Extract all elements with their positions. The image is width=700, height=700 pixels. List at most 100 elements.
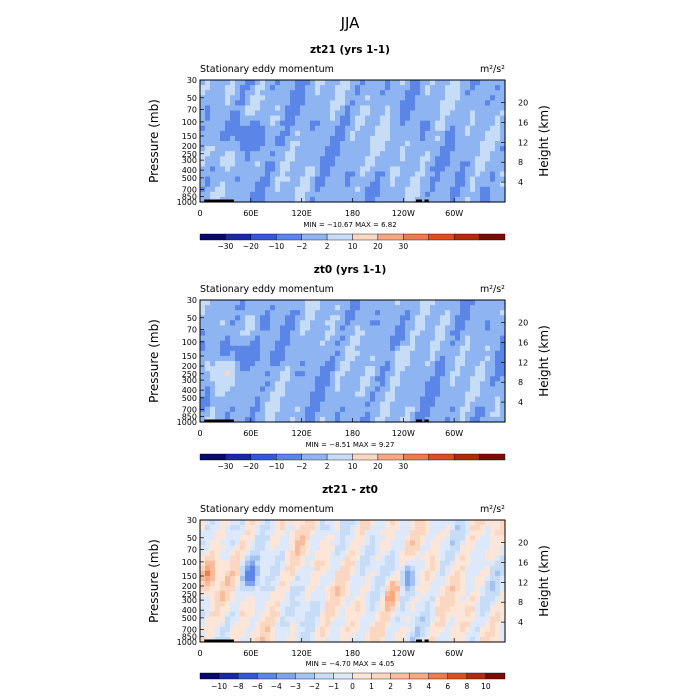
heatmap-cell xyxy=(415,330,421,337)
heatmap-cell xyxy=(225,591,231,597)
heatmap-cell xyxy=(255,520,261,526)
heatmap-cell xyxy=(220,411,226,418)
heatmap-cell xyxy=(350,555,356,562)
heatmap-cell xyxy=(330,141,336,147)
heatmap-cell xyxy=(385,371,391,377)
heatmap-cell xyxy=(395,361,401,367)
heatmap-cell xyxy=(335,355,341,362)
heatmap-cell xyxy=(305,110,311,117)
heatmap-cell xyxy=(350,550,356,557)
heatmap-cell xyxy=(350,581,356,587)
heatmap-cell xyxy=(205,616,211,623)
heatmap-cell xyxy=(395,335,401,342)
heatmap-cell xyxy=(340,95,346,101)
heatmap-cell xyxy=(340,611,346,618)
heatmap-cell xyxy=(335,300,341,306)
heatmap-cell xyxy=(425,401,431,408)
heatmap-cell xyxy=(200,616,206,623)
heatmap-cell xyxy=(335,315,341,321)
heatmap-cell xyxy=(460,616,466,623)
heatmap-cell xyxy=(235,391,241,398)
heatmap-cell xyxy=(270,315,276,321)
heatmap-cell xyxy=(270,135,276,142)
heatmap-cell xyxy=(405,320,411,327)
heatmap-cell xyxy=(450,530,456,536)
heatmap-cell xyxy=(445,90,451,96)
heatmap-cell xyxy=(410,596,416,602)
heatmap-cell xyxy=(395,591,401,597)
heatmap-cell xyxy=(350,525,356,531)
y2-axis-label: Height (km) xyxy=(537,105,551,176)
heatmap-cell xyxy=(320,591,326,597)
heatmap-cell xyxy=(275,90,281,96)
heatmap-cell xyxy=(305,601,311,608)
heatmap-cell xyxy=(310,176,316,183)
heatmap-cell xyxy=(345,550,351,557)
heatmap-cell xyxy=(230,401,236,408)
heatmap-cell xyxy=(415,181,421,188)
heatmap-cell xyxy=(260,100,266,107)
heatmap-cell xyxy=(385,125,391,132)
heatmap-cell xyxy=(275,611,281,618)
heatmap-cell xyxy=(230,171,236,178)
heatmap-cell xyxy=(220,105,226,112)
heatmap-cell xyxy=(275,560,281,567)
heatmap-cell xyxy=(350,545,356,552)
heatmap-cell xyxy=(225,565,231,572)
heatmap-cell xyxy=(305,335,311,342)
heatmap-cell xyxy=(385,376,391,382)
heatmap-cell xyxy=(405,396,411,403)
heatmap-cell xyxy=(345,530,351,536)
heatmap-cell xyxy=(360,591,366,597)
heatmap-cell xyxy=(350,85,356,91)
heatmap-cell xyxy=(375,371,381,377)
heatmap-cell xyxy=(480,191,486,198)
heatmap-cell xyxy=(470,611,476,618)
heatmap-cell xyxy=(420,320,426,327)
heatmap-cell xyxy=(340,560,346,567)
heatmap-cell xyxy=(295,325,301,332)
heatmap-cell xyxy=(335,525,341,531)
heatmap-cell xyxy=(500,520,506,526)
heatmap-cell xyxy=(245,586,251,592)
heatmap-cell xyxy=(225,110,231,117)
colorbar-label: −1 xyxy=(328,682,339,691)
heatmap-cell xyxy=(285,396,291,403)
heatmap-cell xyxy=(415,535,421,541)
heatmap-cell xyxy=(400,310,406,316)
heatmap-cell xyxy=(325,125,331,132)
heatmap-cell xyxy=(475,391,481,398)
heatmap-cell xyxy=(385,196,391,203)
heatmap-cell xyxy=(205,90,211,96)
heatmap-cell xyxy=(455,386,461,393)
heatmap-cell xyxy=(335,350,341,357)
heatmap-cell xyxy=(330,80,336,86)
heatmap-cell xyxy=(210,350,216,357)
heatmap-cell xyxy=(295,520,301,526)
heatmap-cell xyxy=(390,300,396,306)
heatmap-cell xyxy=(325,330,331,337)
heatmap-cell xyxy=(330,581,336,587)
heatmap-cell xyxy=(300,176,306,183)
heatmap-cell xyxy=(475,305,481,311)
heatmap-cell xyxy=(285,621,291,628)
heatmap-cell xyxy=(400,355,406,362)
heatmap-cell xyxy=(240,105,246,112)
heatmap-cell xyxy=(385,315,391,321)
heatmap-cell xyxy=(225,606,231,613)
heatmap-cell xyxy=(430,171,436,178)
heatmap-cell xyxy=(440,545,446,552)
heatmap-cell xyxy=(345,315,351,321)
heatmap-cell xyxy=(370,565,376,572)
heatmap-cell xyxy=(470,110,476,117)
heatmap-cell xyxy=(295,386,301,393)
heatmap-cell xyxy=(360,416,366,423)
heatmap-cell xyxy=(325,320,331,327)
heatmap-cell xyxy=(355,381,361,388)
heatmap-cell xyxy=(425,315,431,321)
heatmap-cell xyxy=(425,545,431,552)
heatmap-cell xyxy=(485,530,491,536)
heatmap-cell xyxy=(415,300,421,306)
heatmap-cell xyxy=(355,115,361,122)
heatmap-cell xyxy=(360,621,366,628)
